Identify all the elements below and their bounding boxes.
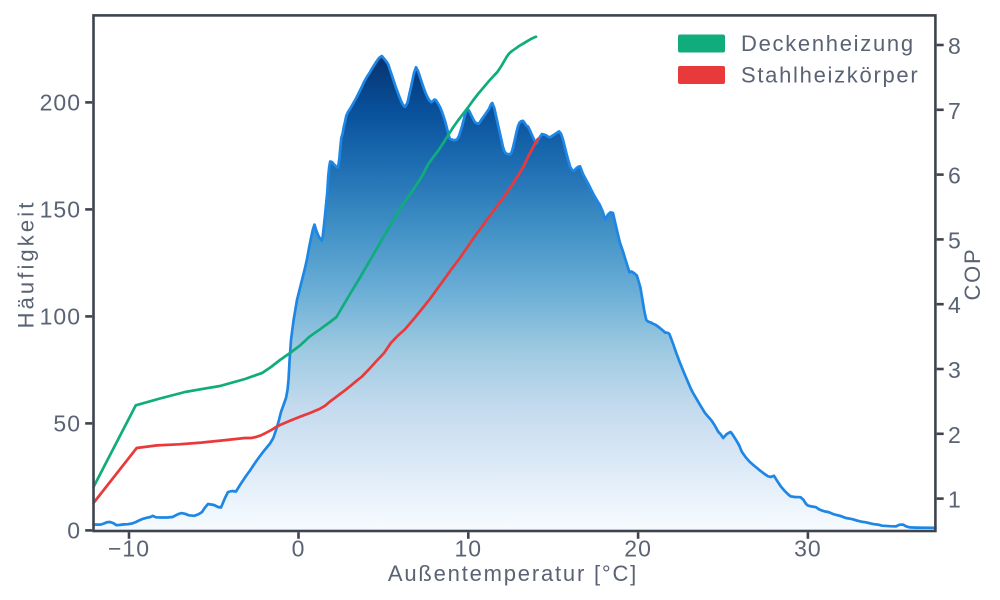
svg-text:30: 30 bbox=[794, 536, 822, 562]
svg-text:2: 2 bbox=[948, 422, 962, 448]
svg-text:Deckenheizung: Deckenheizung bbox=[741, 31, 915, 56]
svg-text:Außentemperatur [°C]: Außentemperatur [°C] bbox=[388, 561, 638, 586]
svg-text:5: 5 bbox=[948, 227, 962, 253]
svg-text:8: 8 bbox=[948, 33, 962, 59]
svg-text:Stahlheizkörper: Stahlheizkörper bbox=[741, 63, 919, 88]
svg-text:4: 4 bbox=[948, 292, 962, 318]
svg-text:200: 200 bbox=[40, 90, 81, 116]
svg-text:10: 10 bbox=[455, 536, 483, 562]
svg-text:Häufigkeit: Häufigkeit bbox=[14, 200, 39, 329]
svg-text:3: 3 bbox=[948, 357, 962, 383]
svg-text:150: 150 bbox=[40, 197, 81, 223]
svg-text:1: 1 bbox=[948, 487, 962, 513]
svg-text:−10: −10 bbox=[108, 536, 150, 562]
svg-text:100: 100 bbox=[40, 304, 81, 330]
svg-text:6: 6 bbox=[948, 163, 962, 189]
svg-text:COP: COP bbox=[960, 247, 985, 300]
svg-text:0: 0 bbox=[292, 536, 306, 562]
svg-text:0: 0 bbox=[67, 518, 81, 544]
svg-text:7: 7 bbox=[948, 98, 962, 124]
svg-text:20: 20 bbox=[624, 536, 652, 562]
svg-text:50: 50 bbox=[53, 411, 81, 437]
